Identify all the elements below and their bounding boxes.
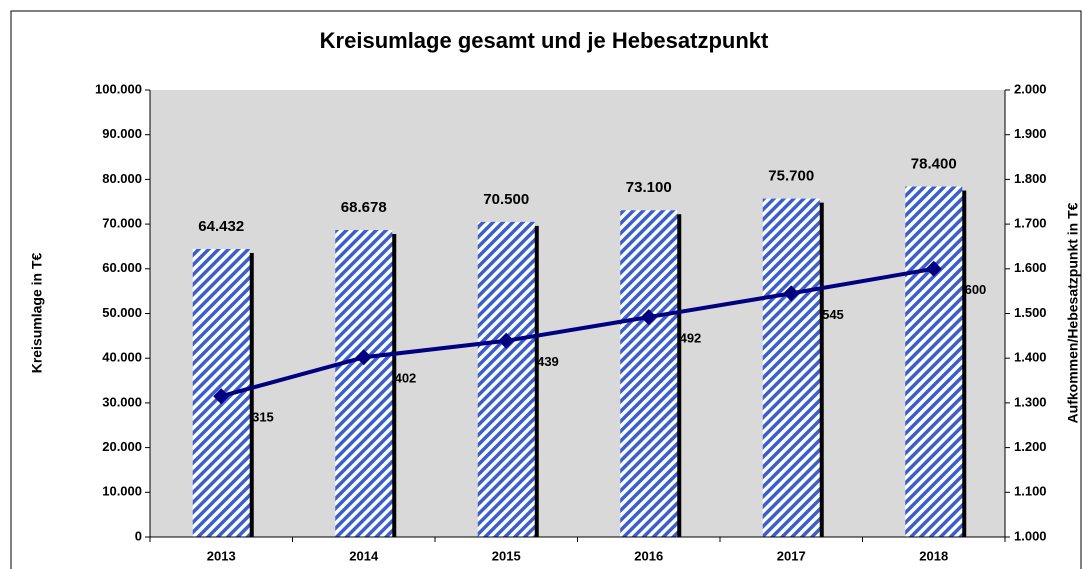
line-marker — [498, 332, 515, 349]
y2-tick-label: 1.200 — [1014, 439, 1047, 454]
bar-value-label: 75.700 — [768, 168, 814, 185]
bar — [620, 210, 678, 538]
y2-tick-label: 1.900 — [1014, 126, 1047, 141]
line-marker — [213, 388, 230, 405]
bar-value-label: 78.400 — [911, 156, 957, 173]
bar-value-label: 73.100 — [626, 179, 672, 196]
bar-value-label: 64.432 — [198, 218, 244, 235]
y-tick-label: 0 — [135, 528, 142, 543]
y2-axis-label: Aufkommen/Hebesatzpunkt in T€ — [1065, 202, 1081, 423]
y-tick-label: 90.000 — [102, 126, 142, 141]
y-tick-label: 50.000 — [102, 305, 142, 320]
bar — [905, 186, 963, 537]
y2-tick-label: 1.700 — [1014, 216, 1047, 231]
y-axis-label: Kreisumlage in T€ — [29, 252, 45, 373]
y2-tick-label: 1.400 — [1014, 350, 1047, 365]
y-tick-label: 100.000 — [95, 81, 142, 96]
y-tick-label: 20.000 — [102, 439, 142, 454]
line — [220, 266, 935, 399]
y-tick-label: 10.000 — [102, 484, 142, 499]
bar-value-label: 68.678 — [341, 199, 387, 216]
x-tick-label: 2017 — [777, 548, 806, 563]
bar — [335, 230, 393, 537]
line-marker — [783, 285, 800, 302]
bar-value-label: 70.500 — [483, 191, 529, 208]
bar — [762, 198, 820, 537]
y-tick-label: 40.000 — [102, 350, 142, 365]
y2-tick-label: 1.300 — [1014, 394, 1047, 409]
x-tick-label: 2015 — [492, 548, 521, 563]
y2-tick-label: 1.000 — [1014, 528, 1047, 543]
line-marker — [925, 260, 942, 277]
x-tick-label: 2014 — [349, 548, 379, 563]
y2-tick-label: 1.500 — [1014, 305, 1047, 320]
bar — [477, 221, 535, 538]
y-tick-label: 60.000 — [102, 260, 142, 275]
x-tick-label: 2013 — [207, 548, 236, 563]
y-tick-label: 80.000 — [102, 171, 142, 186]
x-tick-label: 2016 — [634, 548, 663, 563]
y2-tick-label: 2.000 — [1014, 81, 1047, 96]
line-marker — [355, 349, 372, 366]
y2-tick-label: 1.100 — [1014, 484, 1047, 499]
y-tick-label: 70.000 — [102, 216, 142, 231]
plot-area — [150, 90, 1005, 537]
y2-tick-label: 1.600 — [1014, 260, 1047, 275]
y-tick-label: 30.000 — [102, 394, 142, 409]
line-marker — [640, 309, 657, 326]
chart-title: Kreisumlage gesamt und je Hebesatzpunkt — [320, 28, 769, 53]
x-tick-label: 2018 — [919, 548, 948, 563]
y2-tick-label: 1.800 — [1014, 171, 1047, 186]
